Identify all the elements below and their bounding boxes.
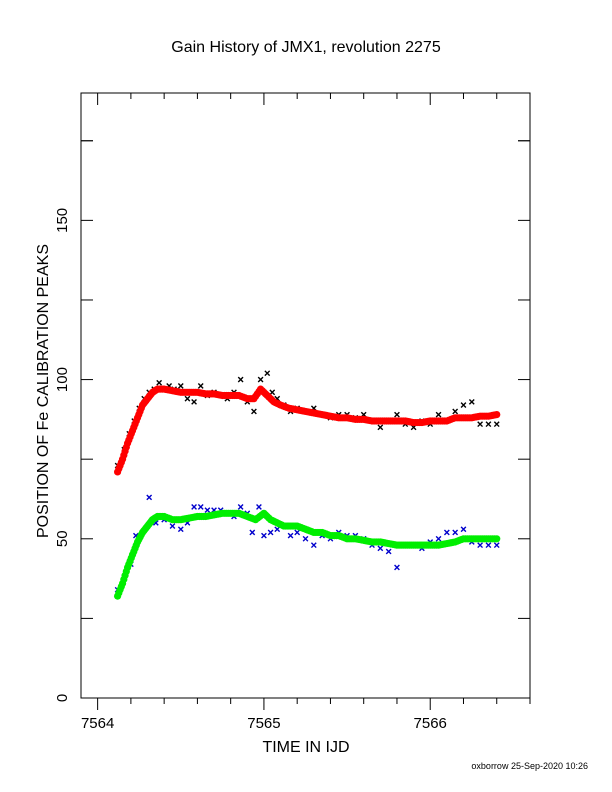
x-tick-label: 7566: [414, 715, 447, 732]
data-point: [493, 421, 500, 428]
axis-tick-labels: 7564 7565 7566 0 50 100 150: [54, 208, 447, 732]
data-point: [197, 504, 204, 510]
data-point: [269, 389, 276, 396]
data-point: [485, 421, 492, 428]
data-point: [394, 411, 400, 418]
x-tick-label: 7564: [81, 715, 114, 732]
data-point: [256, 504, 262, 510]
data-point: [377, 424, 384, 431]
data-point: [146, 494, 153, 501]
plot-frame: [80, 92, 531, 699]
data-point: [302, 535, 309, 542]
y-tick-label: 150: [54, 208, 71, 233]
data-point: [294, 529, 301, 536]
data-point: [287, 532, 294, 539]
footer-credit: oxborrow 25-Sep-2020 10:26: [471, 761, 588, 771]
data-point: [435, 535, 442, 542]
data-point: [452, 408, 459, 415]
data-point: [493, 542, 500, 549]
data-point: [237, 376, 244, 383]
data-point: [257, 376, 264, 383]
chart-title: Gain History of JMX1, revolution 2275: [171, 39, 441, 56]
x-tick-label: 7565: [247, 715, 280, 732]
data-point: [443, 529, 450, 536]
data-point: [452, 529, 459, 536]
data-point: [169, 523, 176, 529]
data-point: [191, 398, 197, 405]
data-marks: [113, 370, 501, 600]
data-point: [177, 526, 184, 533]
data-point: [477, 542, 484, 549]
data-point: [385, 548, 392, 555]
y-tick-label: 100: [54, 367, 71, 392]
data-point: [477, 421, 484, 428]
data-point: [274, 526, 281, 533]
data-point: [460, 402, 467, 408]
data-point: [377, 545, 384, 552]
axis-ticks: [81, 93, 531, 710]
data-point: [485, 542, 492, 549]
data-point: [267, 529, 274, 536]
data-point: [204, 507, 211, 514]
data-point: [468, 398, 475, 405]
y-tick-label: 50: [54, 530, 71, 547]
data-point: [435, 411, 442, 418]
data-point: [156, 379, 163, 386]
x-axis-label: TIME IN IJD: [262, 739, 349, 756]
data-point: [237, 504, 244, 510]
series-3: [113, 509, 501, 600]
data-point: [310, 542, 317, 549]
data-point: [251, 408, 257, 415]
data-point: [493, 535, 501, 543]
data-point: [184, 395, 191, 402]
data-point: [261, 532, 267, 539]
data-point: [249, 529, 256, 536]
data-point: [177, 383, 184, 389]
data-point: [460, 526, 467, 533]
data-point: [191, 504, 197, 510]
data-point: [394, 564, 400, 571]
data-point: [264, 370, 271, 377]
data-point: [197, 383, 204, 389]
y-axis-label: POSITION OF Fe CALIBRATION PEAKS: [35, 244, 52, 538]
y-tick-label: 0: [54, 694, 71, 702]
data-point: [493, 411, 501, 419]
series-1: [113, 385, 501, 476]
